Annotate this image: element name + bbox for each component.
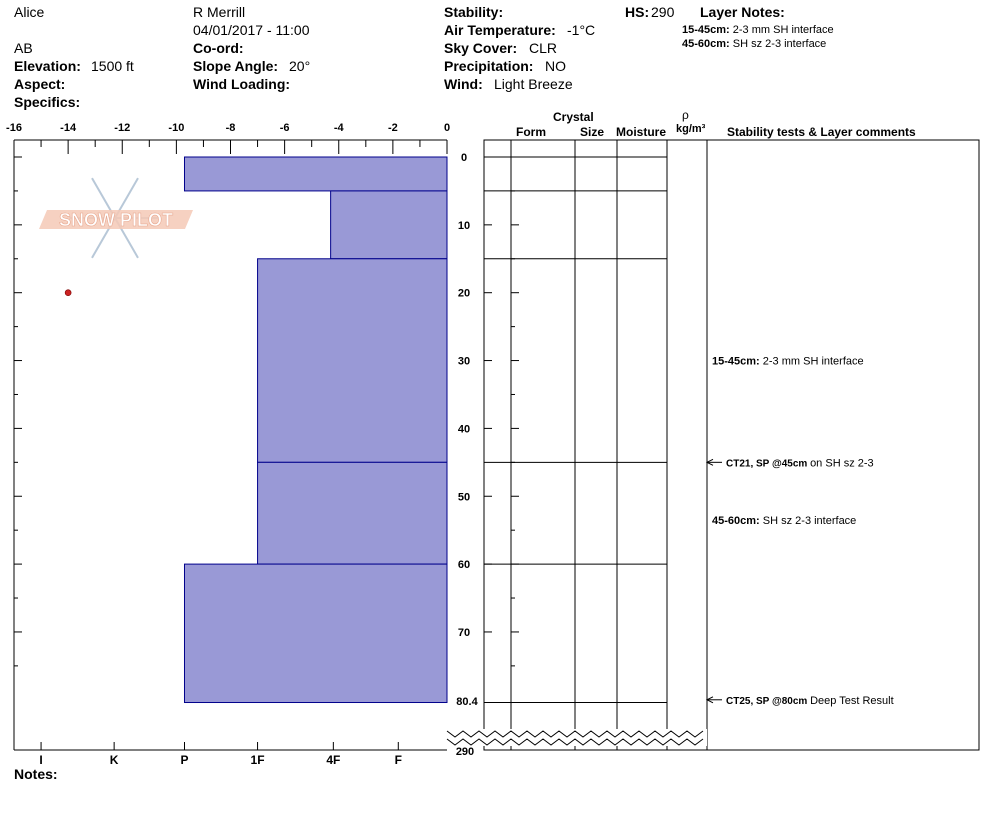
depth-tick-label: 10 [458,220,470,232]
observation-datetime: 04/01/2017 - 11:00 [193,22,310,38]
hardness-tick-label: 1F [251,753,265,767]
comment-entry: CT25, SP @80cm Deep Test Result [726,695,894,707]
layer-notes-title: Layer Notes: [700,4,785,20]
hardness-tick-label: P [180,753,188,767]
watermark-banner [39,210,193,229]
temperature-point [64,289,72,297]
stability-label: Stability: [444,4,504,20]
size-header: Size [580,125,605,139]
air-temp-label: Air Temperature: [444,22,556,38]
layer-note: 15-45cm: 2-3 mm SH interface [682,24,834,36]
wind-value: Light Breeze [494,76,573,92]
comments-header: Stability tests & Layer comments [727,125,916,139]
temperature-tick-label: -4 [334,122,345,134]
temperature-tick-label: -8 [226,122,236,134]
wind-label: Wind: [444,76,483,92]
temperature-tick-label: -12 [114,122,130,134]
elevation-value: 1500 ft [91,58,134,74]
profile-table-border [483,139,980,751]
crystal-header: Crystal [553,110,594,124]
depth-total-label: 290 [456,746,474,758]
hardness-layer-bar [183,156,448,192]
temperature-tick-label: -14 [60,122,77,134]
layer-note: 45-60cm: SH sz 2-3 interface [682,38,827,50]
hardness-layer-bar [257,258,448,463]
precipitation-value: NO [545,58,566,74]
hs-value: 290 [651,4,675,20]
depth-break-zigzag [446,730,704,738]
hardness-tick-label: 4F [326,753,340,767]
air-temp-value: -1°C [567,22,596,38]
sky-cover-value: CLR [529,40,558,56]
test-arrow-head [705,458,714,466]
moisture-header: Moisture [616,125,667,139]
hardness-tick-label: F [395,753,402,767]
test-arrow-head [705,696,714,704]
temperature-tick-label: -6 [280,122,290,134]
rho-header: ρ [682,108,689,122]
precipitation-label: Precipitation: [444,58,534,74]
density-unit-header: kg/m³ [676,123,706,135]
depth-tick-label: 20 [458,288,470,300]
depth-tick-label: 30 [458,356,470,368]
hardness-tick-label: I [39,753,42,767]
form-header: Form [516,125,546,139]
depth-break-zigzag [446,738,704,746]
wind-loading-label: Wind Loading: [193,76,291,92]
notes-label: Notes: [14,766,58,782]
coord-label: Co-ord: [193,40,244,56]
aspect-label: Aspect: [14,76,66,92]
depth-tick-label: 70 [458,627,470,639]
depth-tick-label: 60 [458,559,470,571]
temperature-tick-label: -16 [6,122,22,134]
watermark-text: SNOW PILOT [59,210,173,230]
hardness-layer-bar [257,461,448,565]
region: AB [14,40,33,56]
depth-tick-label: 0 [461,152,467,164]
slope-angle-value: 20° [289,58,311,74]
depth-tick-label: 50 [458,491,470,503]
depth-bottom-label: 80.4 [456,696,478,708]
hardness-layer-bar [330,190,448,260]
comment-entry: 45-60cm: SH sz 2-3 interface [712,515,856,527]
temperature-tick-label: -2 [388,122,398,134]
temperature-tick-label: 0 [444,122,450,134]
comment-entry: CT21, SP @45cm on SH sz 2-3 [726,457,874,469]
temperature-tick-label: -10 [168,122,184,134]
depth-tick-label: 40 [458,423,470,435]
specifics-label: Specifics: [14,94,81,110]
elevation-label: Elevation: [14,58,81,74]
slope-angle-label: Slope Angle: [193,58,279,74]
location-name: Alice [14,4,45,20]
hardness-layer-bar [183,563,448,704]
comment-entry: 15-45cm: 2-3 mm SH interface [712,356,864,368]
hs-label: HS: [625,4,650,20]
hardness-tick-label: K [110,753,119,767]
sky-cover-label: Sky Cover: [444,40,518,56]
observer-name: R Merrill [193,4,246,20]
